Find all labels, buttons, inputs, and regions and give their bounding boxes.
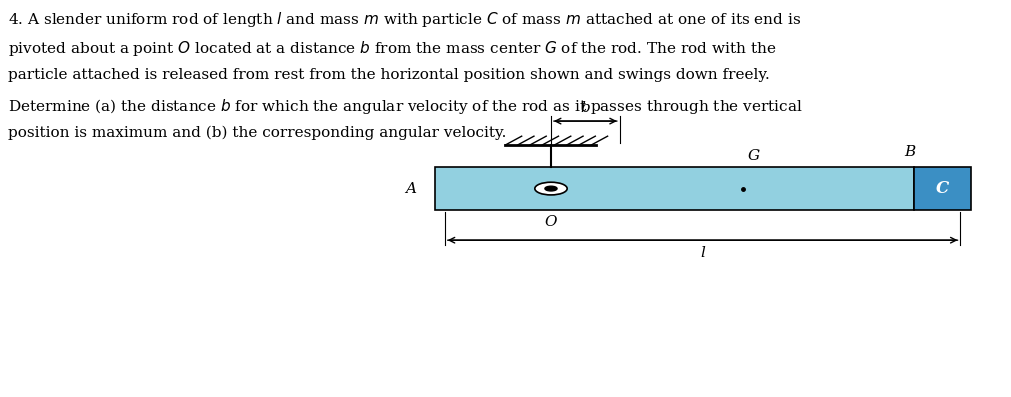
Circle shape (535, 182, 567, 195)
Circle shape (545, 186, 557, 191)
Text: 4. A slender uniform rod of length $l$ and mass $m$ with particle $C$ of mass $m: 4. A slender uniform rod of length $l$ a… (8, 10, 802, 29)
Text: particle attached is released from rest from the horizontal position shown and s: particle attached is released from rest … (8, 68, 769, 82)
Bar (435, 167, 914, 210)
Text: position is maximum and (b) the corresponding angular velocity.: position is maximum and (b) the correspo… (8, 126, 507, 140)
Text: B: B (904, 145, 915, 159)
Text: O: O (545, 215, 557, 229)
Text: pivoted about a point $O$ located at a distance $b$ from the mass center $G$ of : pivoted about a point $O$ located at a d… (8, 39, 776, 58)
Text: b: b (580, 101, 590, 115)
Text: G: G (748, 149, 760, 163)
Bar (914, 167, 971, 210)
Text: A: A (405, 181, 417, 196)
Text: C: C (935, 180, 949, 197)
Text: l: l (701, 246, 705, 260)
Text: Determine (a) the distance $b$ for which the angular velocity of the rod as it p: Determine (a) the distance $b$ for which… (8, 97, 803, 116)
